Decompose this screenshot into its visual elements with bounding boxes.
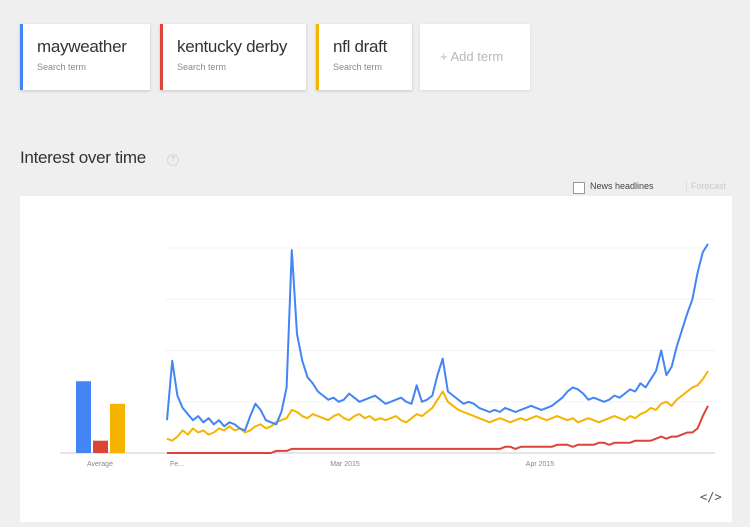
search-term-card-nfl-draft[interactable]: nfl draft Search term — [316, 24, 412, 90]
info-icon[interactable]: ? — [167, 154, 179, 166]
section-title: Interest over time — [20, 148, 146, 167]
series-line-nfl-draft — [166, 370, 709, 442]
x-tick-label: Mar 2015 — [330, 461, 360, 468]
search-term-card-mayweather[interactable]: mayweather Search term — [20, 24, 150, 90]
search-term-subtitle: Search term — [333, 62, 383, 72]
embed-icon[interactable]: </> — [700, 490, 722, 504]
x-tick-label: Fe... — [170, 461, 184, 468]
chart-panel: Average Fe... Mar 2015 Apr 2015 — [20, 196, 732, 522]
average-bar-nfl-draft — [110, 403, 125, 453]
average-bar-mayweather — [76, 381, 91, 453]
forecast-toggle[interactable]: Forecast — [686, 181, 726, 191]
add-term-button[interactable]: + Add term — [420, 24, 530, 90]
average-label: Average — [87, 461, 113, 468]
average-bar-kentucky-derby — [93, 440, 108, 453]
search-term-name: nfl draft — [333, 37, 387, 56]
news-headlines-checkbox[interactable] — [573, 182, 585, 194]
search-term-subtitle: Search term — [37, 62, 87, 72]
interest-over-time-chart: Average Fe... Mar 2015 Apr 2015 — [60, 243, 715, 468]
search-term-name: mayweather — [37, 37, 127, 56]
news-headlines-label[interactable]: News headlines — [590, 181, 654, 191]
search-term-subtitle: Search term — [177, 62, 227, 72]
x-tick-label: Apr 2015 — [526, 461, 555, 468]
series-line-kentucky-derby — [167, 405, 709, 454]
series-line-mayweather — [166, 243, 709, 432]
search-term-card-kentucky-derby[interactable]: kentucky derby Search term — [160, 24, 306, 90]
search-term-name: kentucky derby — [177, 37, 288, 56]
